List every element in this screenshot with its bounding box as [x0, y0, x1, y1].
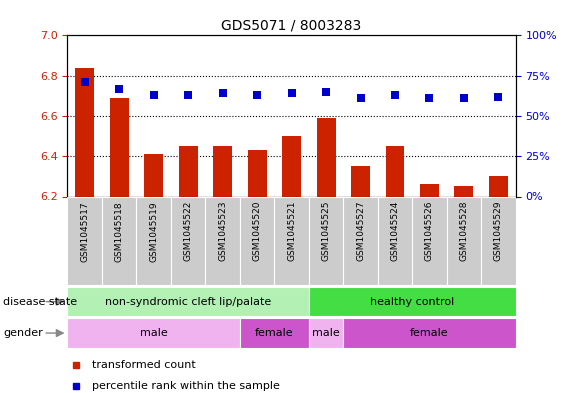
Text: GSM1045517: GSM1045517 [80, 201, 89, 262]
Text: GSM1045529: GSM1045529 [494, 201, 503, 261]
Bar [67, 196, 102, 285]
Text: disease state: disease state [3, 297, 77, 307]
Point [321, 88, 331, 95]
Bar [213, 146, 232, 196]
Bar [412, 196, 447, 285]
Bar [144, 154, 163, 196]
Point [114, 85, 124, 92]
Text: GSM1045524: GSM1045524 [390, 201, 400, 261]
Bar [110, 98, 128, 196]
Point [80, 79, 89, 85]
Bar [67, 318, 240, 348]
Point [494, 94, 503, 100]
Bar [274, 196, 309, 285]
Bar [171, 196, 205, 285]
Bar [343, 318, 516, 348]
Point [459, 95, 469, 101]
Bar [447, 196, 481, 285]
Bar [351, 166, 370, 196]
Text: GSM1045520: GSM1045520 [253, 201, 261, 261]
Bar [137, 196, 171, 285]
Text: transformed count: transformed count [92, 360, 196, 370]
Text: GSM1045523: GSM1045523 [218, 201, 227, 261]
Point [356, 95, 365, 101]
Point [425, 95, 434, 101]
Text: GSM1045518: GSM1045518 [115, 201, 124, 262]
Text: GSM1045521: GSM1045521 [287, 201, 296, 261]
Bar [247, 150, 267, 196]
Point [287, 90, 296, 97]
Bar [420, 184, 439, 196]
Text: GSM1045525: GSM1045525 [322, 201, 331, 261]
Bar [316, 118, 336, 196]
Bar [386, 146, 404, 196]
Point [390, 92, 400, 98]
Bar [309, 318, 343, 348]
Text: female: female [410, 328, 449, 338]
Text: male: male [312, 328, 340, 338]
Bar [205, 196, 240, 285]
Bar [481, 196, 516, 285]
Point [253, 92, 262, 98]
Text: GSM1045528: GSM1045528 [459, 201, 468, 261]
Point [149, 92, 158, 98]
Text: male: male [139, 328, 168, 338]
Text: percentile rank within the sample: percentile rank within the sample [92, 381, 280, 391]
Bar [309, 287, 516, 316]
Bar [240, 318, 309, 348]
Text: GSM1045522: GSM1045522 [183, 201, 193, 261]
Text: non-syndromic cleft lip/palate: non-syndromic cleft lip/palate [105, 297, 271, 307]
Bar [282, 136, 301, 196]
Bar [455, 186, 473, 196]
Bar [309, 196, 343, 285]
Text: female: female [255, 328, 294, 338]
Bar [378, 196, 412, 285]
Bar [75, 68, 94, 196]
Point [183, 92, 193, 98]
Bar [489, 176, 508, 196]
Text: GSM1045519: GSM1045519 [149, 201, 158, 262]
Text: GSM1045526: GSM1045526 [425, 201, 434, 261]
Bar [179, 146, 197, 196]
Text: GSM1045527: GSM1045527 [356, 201, 365, 261]
Bar [67, 287, 309, 316]
Bar [102, 196, 137, 285]
Text: healthy control: healthy control [370, 297, 454, 307]
Text: gender: gender [3, 328, 43, 338]
Bar [240, 196, 274, 285]
Bar [343, 196, 378, 285]
Point [218, 90, 227, 97]
Title: GDS5071 / 8003283: GDS5071 / 8003283 [222, 19, 362, 33]
